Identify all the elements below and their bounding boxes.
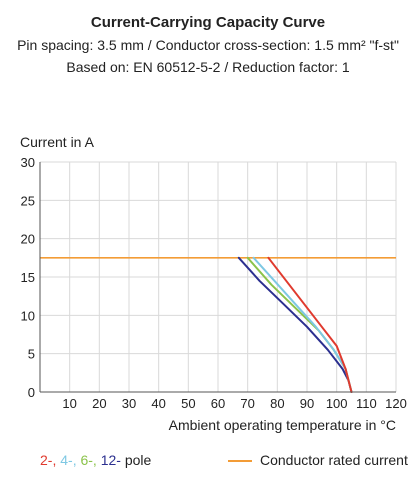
- x-tick-label: 100: [326, 396, 348, 411]
- y-axis-label: Current in A: [20, 134, 95, 150]
- y-tick-label: 15: [21, 270, 35, 285]
- x-tick-label: 20: [92, 396, 106, 411]
- x-tick-label: 30: [122, 396, 136, 411]
- current-capacity-chart: 10 20 30 40 50 60 70 80 90 100 110 120051015202530 …: [20, 134, 407, 433]
- legend: 2-, 4-, 6-, 12- pole Conductor rated cur…: [0, 452, 416, 472]
- x-tick-label: 80: [270, 396, 284, 411]
- legend-rated-current: Conductor rated current: [228, 452, 408, 468]
- legend-pole-4: 4-: [60, 452, 73, 468]
- x-tick-label: 40: [151, 396, 165, 411]
- y-tick-label: 20: [21, 232, 35, 247]
- chart-subtitle-standard: Based on: EN 60512-5-2 / Reduction facto…: [66, 59, 350, 75]
- legend-rated-label: Conductor rated current: [260, 452, 408, 468]
- legend-poles: 2-, 4-, 6-, 12- pole: [40, 452, 151, 468]
- chart-grid: [40, 161, 397, 392]
- curve-6-pole: [246, 256, 353, 393]
- x-tick-label: 70: [240, 396, 254, 411]
- legend-separator: ,: [52, 452, 61, 468]
- y-tick-label: 10: [21, 308, 35, 323]
- x-tick-label: 60: [211, 396, 225, 411]
- legend-pole-12: 12-: [100, 452, 121, 468]
- legend-pole-2: 2-: [40, 452, 53, 468]
- legend-rated-line: [228, 460, 252, 463]
- chart-axes: [39, 162, 396, 393]
- x-tick-label: 110: [356, 396, 377, 411]
- x-tick-label: 120: [385, 396, 407, 411]
- chart-subtitle-spacing: Pin spacing: 3.5 mm / Conductor cross-se…: [17, 37, 399, 53]
- y-tick-label: 5: [28, 347, 35, 362]
- x-tick-label: 90: [300, 396, 314, 411]
- curves-layer: [237, 256, 353, 393]
- y-tick-label: 0: [28, 385, 35, 400]
- x-tick-label: 50: [181, 396, 195, 411]
- legend-pole-6: 6-: [80, 452, 93, 468]
- curve-2-pole: [267, 256, 353, 393]
- legend-separator: ,: [92, 452, 101, 468]
- chart-title: Current-Carrying Capacity Curve: [90, 14, 326, 31]
- y-tick-label: 25: [21, 193, 35, 208]
- x-tick-label: 10: [62, 396, 76, 411]
- y-tick-label: 30: [21, 155, 35, 170]
- legend-pole-suffix: pole: [120, 452, 152, 468]
- legend-separator: ,: [72, 452, 81, 468]
- tick-labels: 10 20 30 40 50 60 70 80 90 100 110 120 0 5 10 15 20 25 30: [21, 155, 407, 411]
- curve-12-pole: [237, 256, 353, 393]
- x-axis-label: Ambient operating temperature in °C: [169, 417, 396, 433]
